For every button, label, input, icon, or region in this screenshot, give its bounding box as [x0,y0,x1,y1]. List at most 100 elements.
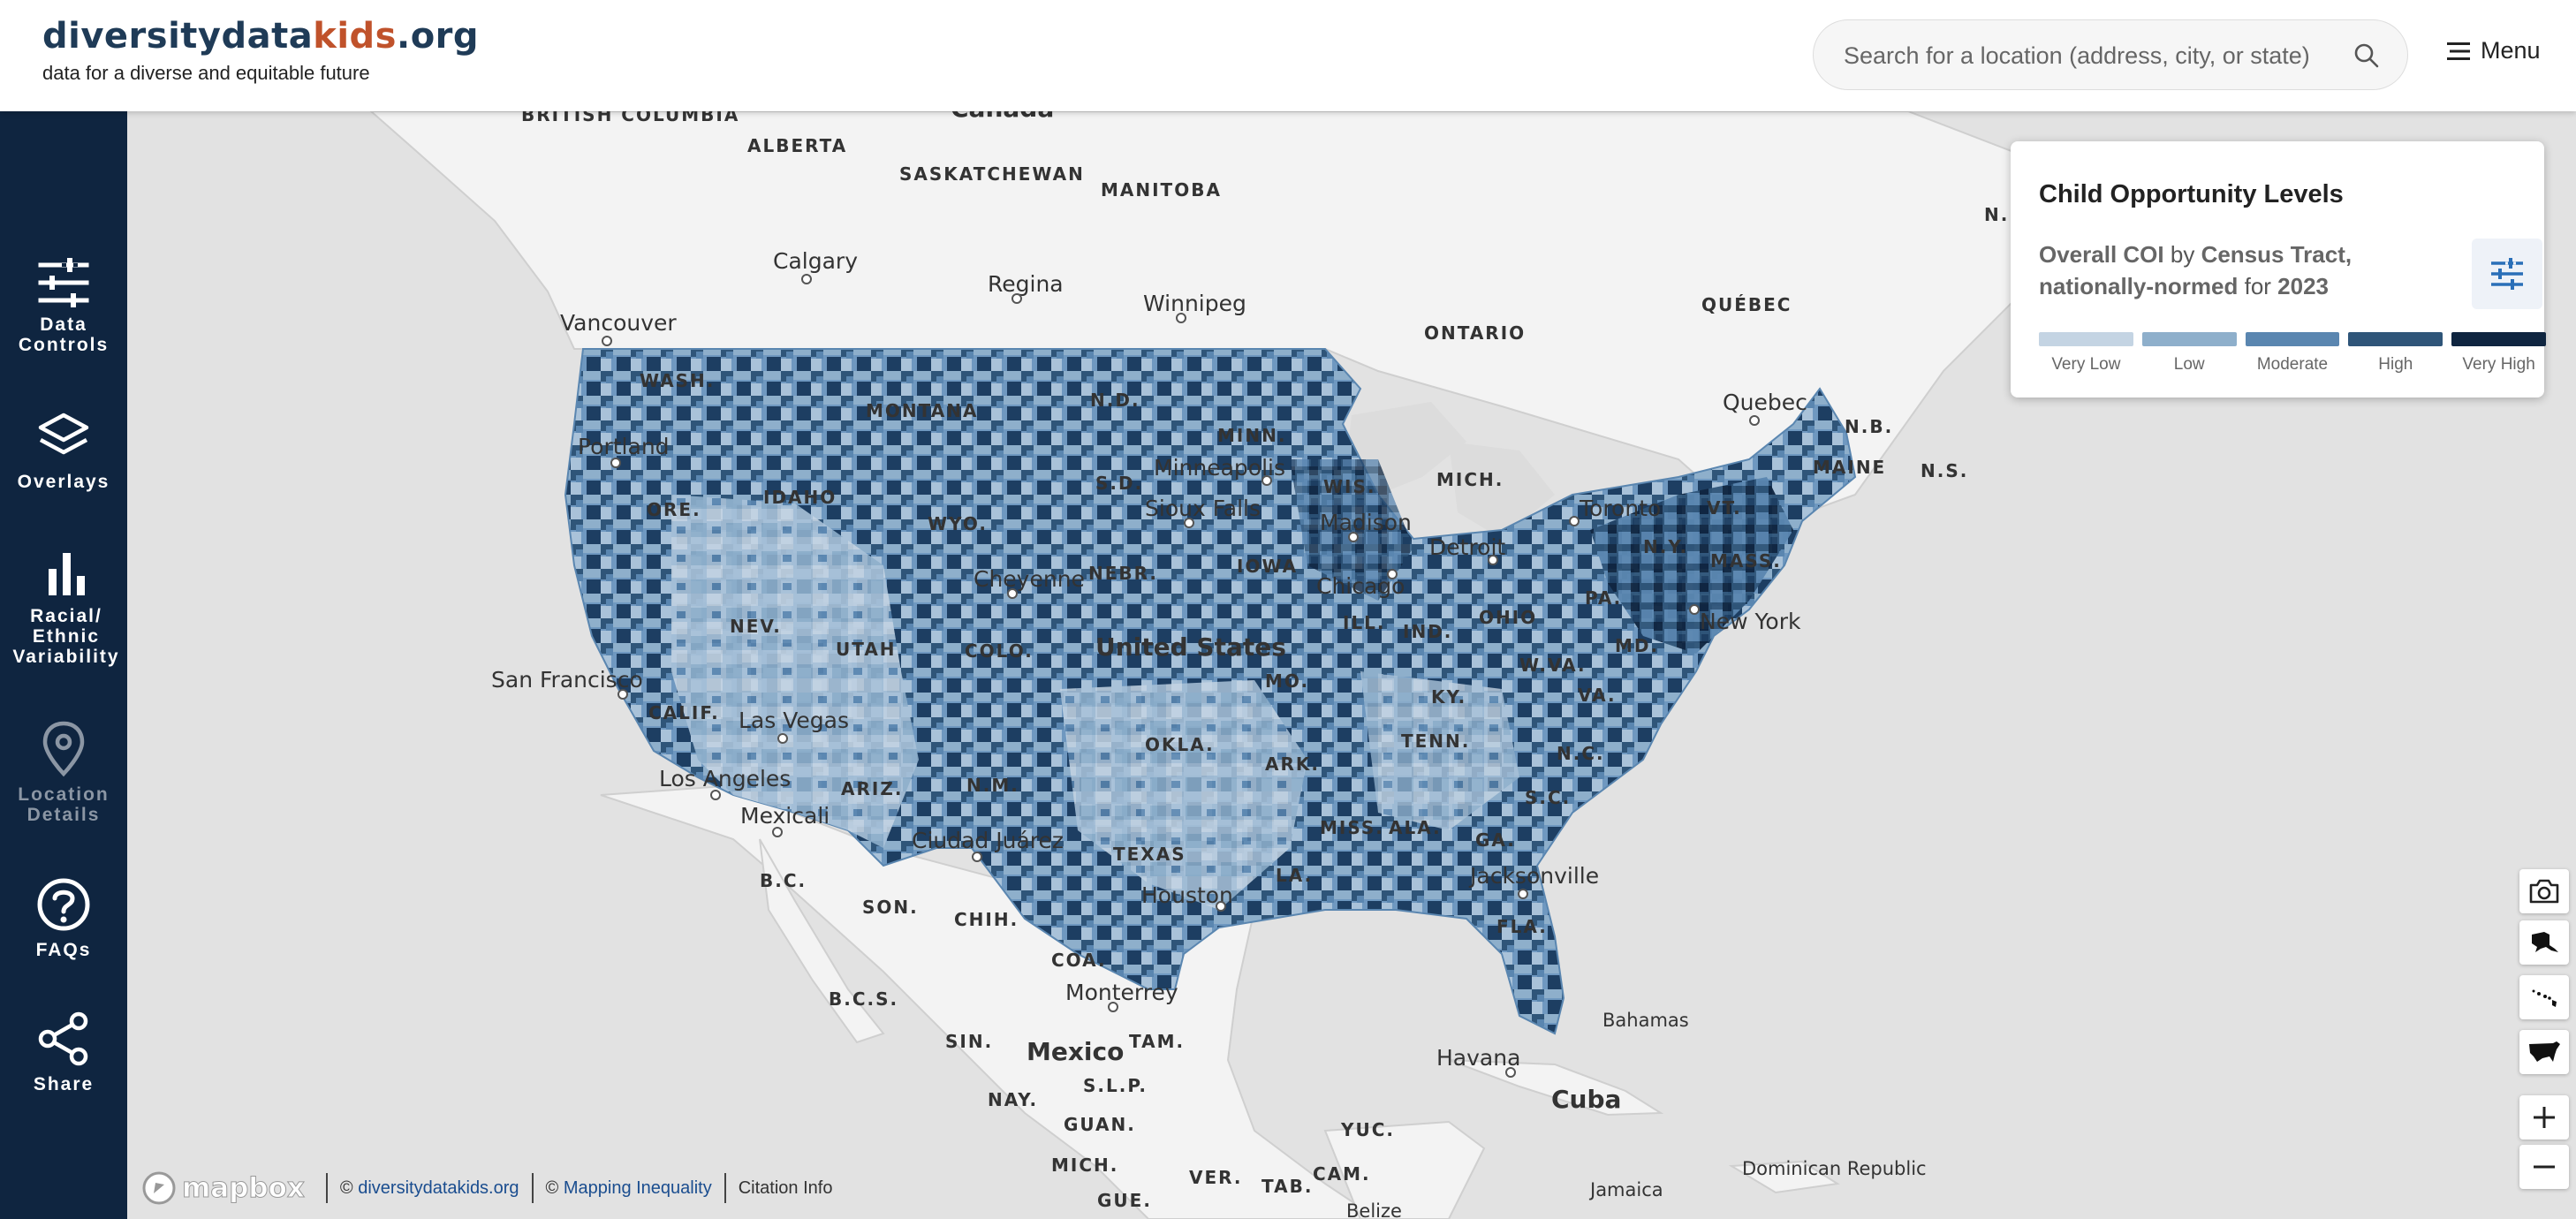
sliders-icon [38,258,89,307]
legend-level-label: Very High [2462,355,2535,374]
legend-scale: Very Low Low Moderate High Very High [2039,332,2546,375]
legend-description: Overall COI by Census Tract, nationally-… [2039,238,2454,302]
search-box[interactable] [1813,19,2408,91]
legend-metric: Overall COI [2039,241,2164,268]
label-calif: CALIF. [648,702,720,723]
sidebar-item-share[interactable]: Share [0,1011,127,1094]
diversitydatakids-link[interactable]: diversitydatakids.org [358,1177,519,1198]
sidebar: Data Controls Overlays Racial/ Ethnic Va… [0,111,127,1219]
label-quebec: QUÉBEC [1701,294,1792,315]
camera-icon [2529,879,2559,904]
bar-chart-icon [49,553,85,595]
label-ark: ARK. [1265,753,1320,775]
mapping-inequality-link[interactable]: Mapping Inequality [563,1177,712,1198]
legend-year: 2023 [2277,273,2330,299]
label-vt: VT. [1707,497,1742,519]
city-ciudad-juarez: Ciudad Juárez [912,828,1064,853]
help-circle-icon [37,878,90,931]
sidebar-item-location-details[interactable]: Location Details [0,721,127,825]
label-ill: ILL. [1343,612,1386,633]
label-alberta: ALBERTA [747,135,847,156]
city-regina: Regina [988,271,1064,297]
legend-geography: Census Tract, nationally-normed [2039,241,2352,299]
sidebar-item-racial-ethnic-variability[interactable]: Racial/ Ethnic Variability [0,549,133,667]
screenshot-button[interactable] [2519,869,2569,913]
city-havana: Havana [1436,1045,1520,1071]
citation-info-link[interactable]: Citation Info [738,1177,833,1198]
copyright-symbol: © [545,1177,559,1198]
country-united-states: United States [1095,632,1286,662]
label-ore: ORE. [647,499,701,520]
yucatan [1323,1120,1486,1219]
label-wis: WIS. [1323,476,1376,497]
label-ontario: ONTARIO [1424,322,1526,344]
label-ala: ALA. [1389,817,1442,838]
search-input[interactable] [1842,20,2340,91]
logo-tagline: data for a diverse and equitable future [42,62,370,84]
alaska-view-button[interactable] [2519,920,2569,965]
label-nebr: NEBR. [1088,563,1158,584]
label-sin: SIN. [945,1031,993,1052]
label-wash: WASH. [640,370,715,391]
label-ind: IND. [1403,621,1452,642]
label-nb: N.B. [1845,416,1893,437]
label-nm: N.M. [966,775,1019,796]
legend-settings-button[interactable] [2472,238,2542,309]
label-manitoba: MANITOBA [1101,179,1222,201]
country-mexico: Mexico [1027,1037,1124,1066]
city-sioux-falls: Sioux Falls [1145,496,1261,521]
site-logo[interactable]: diversitydatakids.org data for a diverse… [42,16,479,85]
southwest-region [671,495,919,848]
layers-icon [38,413,89,455]
label-ky: KY. [1431,686,1466,708]
menu-label: Menu [2481,37,2541,64]
city-winnipeg: Winnipeg [1143,291,1246,316]
label-idaho: IDAHO [763,487,837,508]
label-mx-mich: MICH. [1051,1155,1118,1176]
label-ver: VER. [1189,1167,1243,1188]
legend-level-label: Moderate [2256,355,2329,374]
label-nc: N.C. [1557,743,1605,764]
legend-panel: Child Opportunity Levels Overall COI by … [2011,141,2546,398]
legend-level-label: High [2378,355,2413,374]
zoom-out-button[interactable] [2519,1145,2569,1189]
attribution-divider [325,1173,328,1203]
mapbox-icon [142,1171,176,1205]
sidebar-label-overlays: Overlays [17,472,110,492]
sidebar-label-share: Share [33,1074,95,1094]
legend-level-low: Low [2141,332,2237,375]
map-attribution: mapbox © diversitydatakids.org © Mapping… [141,1168,832,1208]
label-utah: UTAH [836,639,897,660]
sidebar-item-faqs[interactable]: FAQs [0,876,127,960]
lake-huron [1449,442,1555,539]
label-la: LA. [1276,865,1313,886]
label-sd: S.D. [1095,473,1143,494]
label-okla: OKLA. [1145,734,1215,755]
label-minn: MINN. [1217,425,1286,446]
label-ariz: ARIZ. [841,778,903,799]
label-saskatchewan: SASKATCHEWAN [899,163,1085,185]
south-central-region [1060,680,1307,910]
hawaii-view-button[interactable] [2519,975,2569,1019]
search-icon[interactable] [2352,42,2381,70]
legend-level-label: Very Low [2051,355,2121,374]
label-bcs: B.C.S. [829,988,898,1010]
menu-button[interactable]: Menu [2447,37,2541,64]
deep-south-region [1360,671,1519,830]
zoom-in-icon [2534,1107,2555,1128]
alaska-icon [2532,932,2558,952]
label-texas: TEXAS [1113,844,1186,865]
zoom-in-button[interactable] [2519,1095,2569,1140]
label-ga: GA. [1475,829,1516,851]
upper-midwest-region [1290,459,1413,601]
city-cheyenne: Cheyenne [974,566,1085,592]
sidebar-item-data-controls[interactable]: Data Controls [0,258,127,355]
sidebar-label-data-controls: Data Controls [18,314,110,355]
contiguous-us-view-button[interactable] [2519,1030,2569,1074]
city-quebec: Quebec [1723,390,1807,415]
sidebar-item-overlays[interactable]: Overlays [0,412,127,492]
label-nay: NAY. [988,1089,1038,1110]
mapbox-logo[interactable]: mapbox [141,1170,305,1206]
country-canada: Canada [951,111,1054,123]
city-san-francisco: San Francisco [491,667,643,693]
